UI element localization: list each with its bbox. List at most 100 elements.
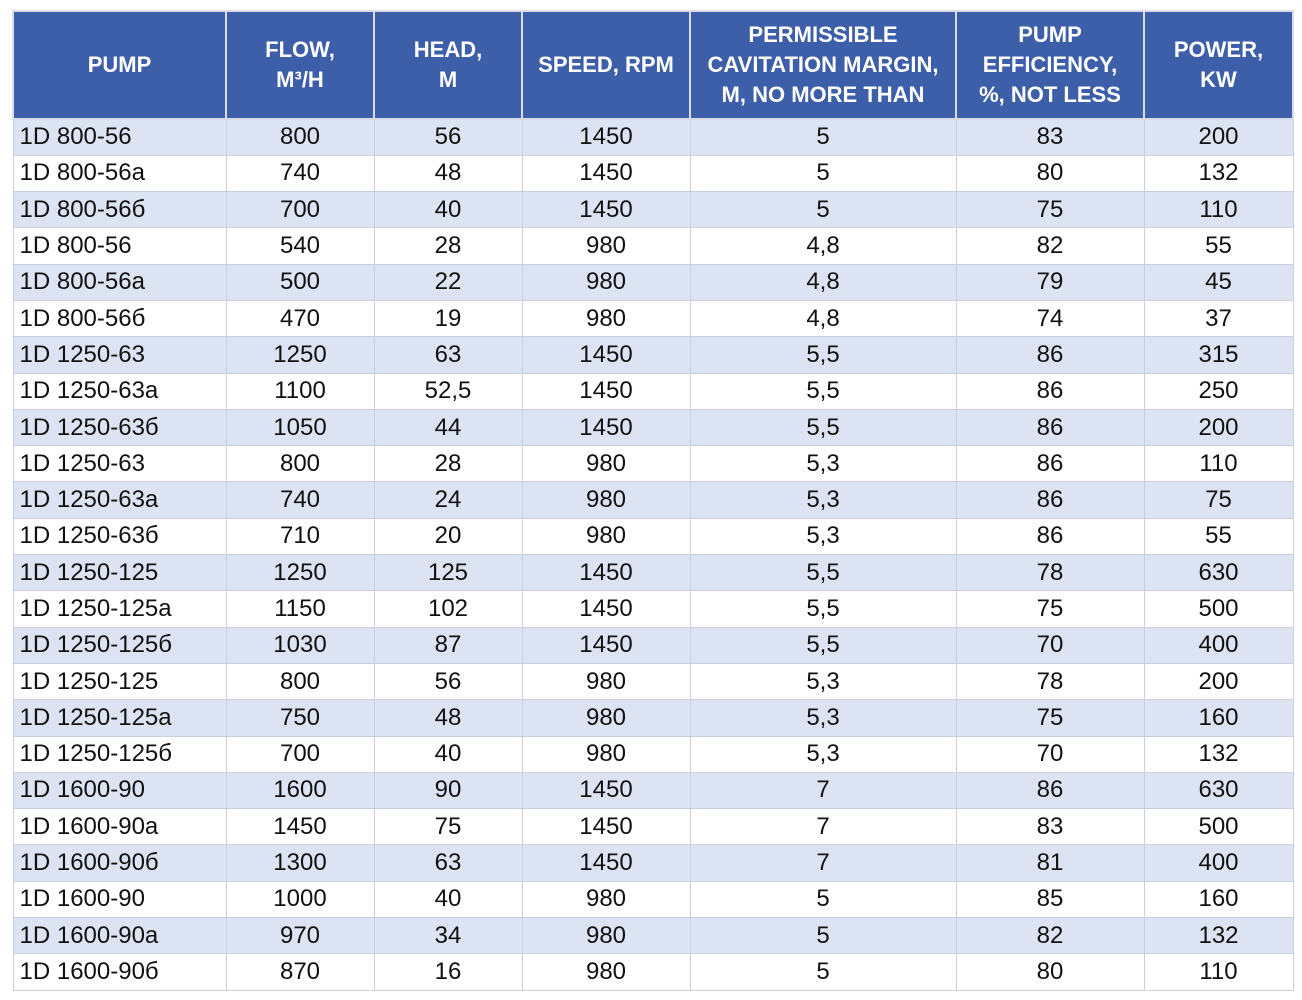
table-cell: 740: [225, 154, 375, 193]
header-line: M: [438, 67, 458, 92]
header-line: PUMP: [87, 52, 152, 77]
table-cell: 540: [225, 227, 375, 265]
table-cell: 110: [1143, 191, 1294, 229]
table-cell: 980: [521, 481, 691, 519]
table-cell: 90: [373, 771, 523, 810]
table-cell: 75: [955, 699, 1145, 737]
table-cell: 75: [955, 590, 1145, 628]
table-cell: 980: [521, 227, 691, 265]
table-cell: 980: [521, 662, 691, 701]
table-cell: 980: [521, 263, 691, 301]
table-cell: 1450: [521, 118, 691, 156]
table-row: 1D 1250-125a 750 48 980 5,3 75 160: [12, 699, 1294, 737]
column-header: PUMP EFFICIENCY, %, NOT LESS: [955, 10, 1145, 120]
table-row: 1D 1250-63 800 28 980 5,3 86 110: [12, 445, 1294, 483]
pump-name: 1D 1250-125б: [12, 626, 227, 664]
table-cell: 750: [225, 699, 375, 737]
table-cell: 1250: [225, 554, 375, 592]
table-cell: 1450: [521, 372, 691, 410]
table-cell: 7: [689, 808, 957, 846]
pump-name: 1D 1600-90: [12, 771, 227, 810]
header-line: PUMP: [1018, 22, 1082, 47]
table-cell: 5,3: [689, 662, 957, 701]
table-cell: 1450: [521, 771, 691, 810]
pump-name: 1D 800-56a: [12, 263, 227, 301]
pump-name: 1D 800-56a: [12, 154, 227, 193]
table-cell: 980: [521, 917, 691, 955]
table-cell: 970: [225, 917, 375, 955]
pump-name: 1D 1600-90: [12, 880, 227, 919]
table-cell: 700: [225, 191, 375, 229]
table-row: 1D 1250-63 1250 63 1450 5,5 86 315: [12, 336, 1294, 374]
table-cell: 5,5: [689, 554, 957, 592]
table-cell: 132: [1143, 735, 1294, 773]
pump-name: 1D 1250-63: [12, 445, 227, 483]
table-cell: 70: [955, 735, 1145, 773]
table-cell: 28: [373, 227, 523, 265]
table-row: 1D 1250-63a 740 24 980 5,3 86 75: [12, 481, 1294, 519]
table-cell: 800: [225, 662, 375, 701]
header-line: POWER,: [1173, 37, 1264, 62]
header-line: FLOW,: [265, 37, 335, 62]
table-cell: 980: [521, 299, 691, 338]
header-line: HEAD,: [413, 37, 483, 62]
pump-name: 1D 1250-63a: [12, 372, 227, 410]
header-line: M, NO MORE THAN: [721, 82, 925, 107]
table-row: 1D 800-56 800 56 1450 5 83 200: [12, 118, 1294, 156]
table-cell: 86: [955, 445, 1145, 483]
table-cell: 83: [955, 118, 1145, 156]
table-row: 1D 1250-125б 700 40 980 5,3 70 132: [12, 735, 1294, 773]
table-cell: 79: [955, 263, 1145, 301]
table-cell: 630: [1143, 771, 1294, 810]
table-cell: 1450: [521, 844, 691, 882]
table-cell: 87: [373, 626, 523, 664]
table-cell: 86: [955, 481, 1145, 519]
header-line: CAVITATION MARGIN,: [707, 52, 939, 77]
table-cell: 75: [373, 808, 523, 846]
table-cell: 40: [373, 191, 523, 229]
header-line: M³/H: [276, 67, 324, 92]
table-cell: 75: [955, 191, 1145, 229]
table-cell: 102: [373, 590, 523, 628]
header-line: KW: [1200, 67, 1237, 92]
column-header: FLOW, M³/H: [225, 10, 375, 120]
table-cell: 22: [373, 263, 523, 301]
table-cell: 63: [373, 844, 523, 882]
table-row: 1D 1250-63б 1050 44 1450 5,5 86 200: [12, 408, 1294, 447]
table-cell: 5,3: [689, 517, 957, 556]
table-cell: 200: [1143, 662, 1294, 701]
table-cell: 82: [955, 917, 1145, 955]
table-cell: 74: [955, 299, 1145, 338]
table-cell: 56: [373, 662, 523, 701]
table-cell: 110: [1143, 445, 1294, 483]
table-cell: 5,3: [689, 735, 957, 773]
table-cell: 980: [521, 517, 691, 556]
table-cell: 630: [1143, 554, 1294, 592]
table-cell: 160: [1143, 880, 1294, 919]
table-cell: 78: [955, 662, 1145, 701]
header-line: PERMISSIBLE: [748, 22, 898, 47]
pump-name: 1D 1600-90б: [12, 844, 227, 882]
table-cell: 1450: [521, 808, 691, 846]
table-cell: 86: [955, 408, 1145, 447]
table-cell: 5,5: [689, 626, 957, 664]
pump-name: 1D 1250-125a: [12, 699, 227, 737]
table-row: 1D 1600-90 1000 40 980 5 85 160: [12, 880, 1294, 919]
pump-name: 1D 1250-125б: [12, 735, 227, 773]
table-row: 1D 1600-90 1600 90 1450 7 86 630: [12, 771, 1294, 810]
column-header: POWER, KW: [1143, 10, 1294, 120]
table-cell: 710: [225, 517, 375, 556]
table-cell: 110: [1143, 953, 1294, 991]
table-cell: 200: [1143, 118, 1294, 156]
table-cell: 85: [955, 880, 1145, 919]
header-row: PUMP FLOW, M³/H HEAD, M SPEED, RPM PERMISSIBLE…: [12, 10, 1294, 120]
table-cell: 1000: [225, 880, 375, 919]
table-cell: 500: [1143, 590, 1294, 628]
table-cell: 70: [955, 626, 1145, 664]
pump-name: 1D 1600-90a: [12, 808, 227, 846]
table-cell: 5,5: [689, 336, 957, 374]
table-row: 1D 1250-63a 1100 52,5 1450 5,5 86 250: [12, 372, 1294, 410]
table-cell: 1100: [225, 372, 375, 410]
table-cell: 125: [373, 554, 523, 592]
